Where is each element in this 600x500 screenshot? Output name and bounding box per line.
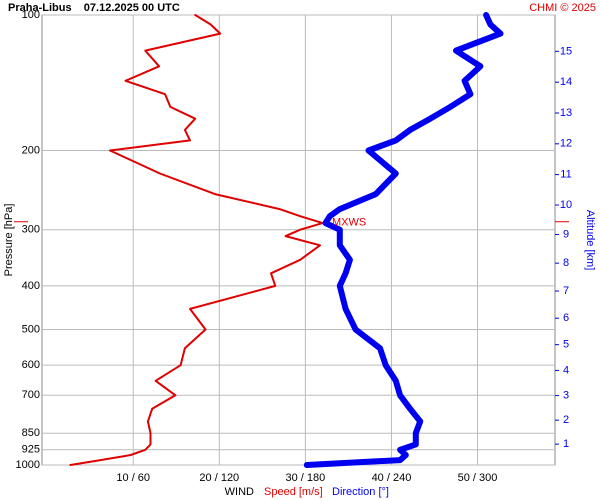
y2-tick-label: 6	[563, 312, 569, 324]
y2-tick-label: 14	[560, 76, 572, 88]
y-tick-label: 1000	[16, 459, 40, 471]
y2-tick-label: 4	[563, 364, 569, 376]
y2-tick-label: 10	[560, 199, 572, 211]
legend-direction: Direction [°]	[332, 486, 389, 498]
y-tick-label: 500	[22, 323, 40, 335]
x-tick-label: 20 / 120	[199, 472, 239, 484]
x-tick-label: 10 / 60	[116, 472, 150, 484]
mxws-label: MXWS	[332, 217, 366, 229]
x-tick-label: 40 / 240	[372, 472, 412, 484]
credit: CHMI © 2025	[529, 2, 596, 14]
y2-tick-label: 8	[563, 257, 569, 269]
y2-tick-label: 3	[563, 390, 569, 402]
y-axis-label: Pressure [hPa]	[3, 204, 15, 277]
y2-tick-label: 12	[560, 138, 572, 150]
y-tick-label: 300	[22, 224, 40, 236]
y2-tick-label: 1	[563, 438, 569, 450]
y2-tick-label: 7	[563, 285, 569, 297]
y-tick-label: 100	[22, 9, 40, 21]
y2-tick-label: 2	[563, 414, 569, 426]
profile-line	[69, 14, 324, 466]
y2-tick-label: 15	[560, 45, 572, 57]
y2-tick-label: 9	[563, 228, 569, 240]
y2-axis-label: Altitude [km]	[584, 210, 596, 271]
y-tick-label: 925	[22, 444, 40, 456]
y-tick-label: 700	[22, 389, 40, 401]
y-tick-label: 850	[22, 427, 40, 439]
y-tick-label: 600	[22, 359, 40, 371]
y2-tick-label: 5	[563, 339, 569, 351]
y2-tick-label: 13	[560, 107, 572, 119]
x-tick-label: 50 / 300	[458, 472, 498, 484]
legend-speed: Speed [m/s]	[264, 486, 323, 498]
x-axis-label: WIND	[225, 486, 254, 498]
x-tick-label: 30 / 180	[286, 472, 326, 484]
profile-line	[303, 12, 504, 468]
y2-tick-label: 11	[560, 169, 571, 181]
chart-title: Praha-Libus 07.12.2025 00 UTC	[8, 2, 180, 14]
y-tick-label: 200	[22, 144, 40, 156]
y-tick-label: 400	[22, 280, 40, 292]
